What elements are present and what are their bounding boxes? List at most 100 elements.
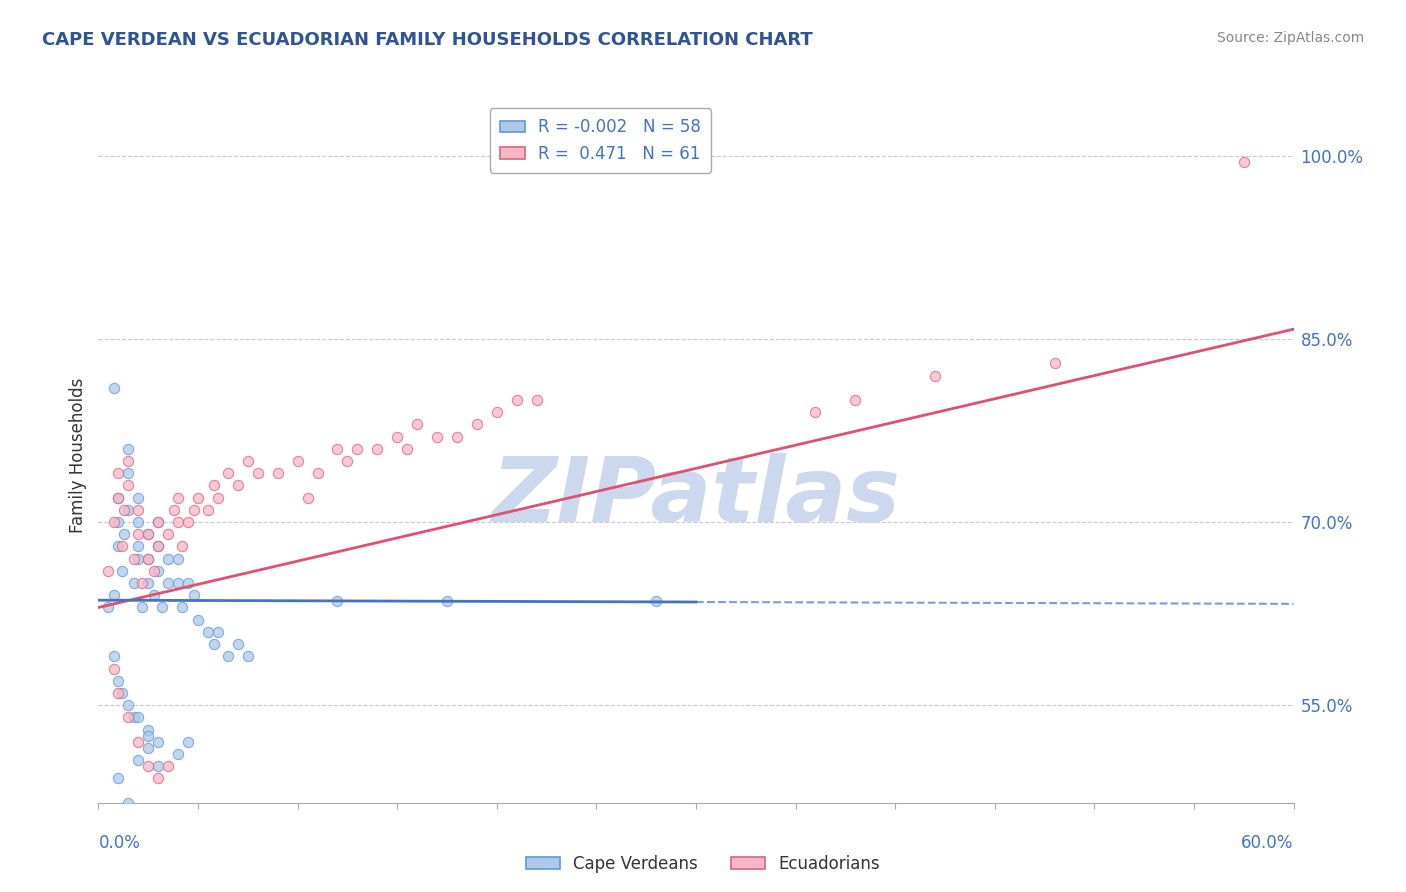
- Point: [406, 417, 429, 432]
- Point: [436, 594, 458, 608]
- Point: [924, 368, 946, 383]
- Point: [127, 753, 149, 767]
- Point: [127, 503, 149, 517]
- Point: [236, 454, 259, 468]
- Point: [226, 637, 249, 651]
- Point: [236, 649, 259, 664]
- Point: [117, 478, 139, 492]
- Point: [107, 540, 129, 554]
- Point: [446, 429, 468, 443]
- Point: [148, 759, 170, 773]
- Point: [202, 478, 225, 492]
- Point: [167, 515, 190, 529]
- Point: [187, 613, 209, 627]
- Point: [127, 551, 149, 566]
- Point: [485, 405, 508, 419]
- Point: [107, 467, 129, 481]
- Point: [366, 442, 388, 456]
- Point: [143, 564, 166, 578]
- Point: [385, 429, 409, 443]
- Point: [207, 624, 229, 639]
- Text: 0.0%: 0.0%: [98, 834, 141, 852]
- Point: [117, 454, 139, 468]
- Point: [336, 454, 359, 468]
- Point: [107, 772, 129, 786]
- Point: [107, 491, 129, 505]
- Point: [148, 735, 170, 749]
- Point: [148, 540, 170, 554]
- Point: [465, 417, 488, 432]
- Point: [117, 503, 139, 517]
- Point: [136, 723, 159, 737]
- Point: [136, 551, 159, 566]
- Point: [506, 392, 529, 407]
- Point: [167, 576, 190, 591]
- Point: [177, 515, 200, 529]
- Point: [117, 710, 139, 724]
- Point: [157, 527, 180, 541]
- Point: [326, 594, 349, 608]
- Point: [103, 588, 125, 602]
- Text: Source: ZipAtlas.com: Source: ZipAtlas.com: [1216, 31, 1364, 45]
- Point: [157, 551, 180, 566]
- Point: [131, 600, 153, 615]
- Point: [207, 491, 229, 505]
- Point: [111, 564, 134, 578]
- Point: [148, 564, 170, 578]
- Point: [103, 649, 125, 664]
- Point: [157, 759, 180, 773]
- Point: [804, 405, 827, 419]
- Point: [346, 442, 368, 456]
- Point: [197, 624, 219, 639]
- Point: [136, 759, 159, 773]
- Point: [127, 710, 149, 724]
- Point: [307, 467, 329, 481]
- Point: [143, 588, 166, 602]
- Point: [136, 729, 159, 743]
- Point: [148, 515, 170, 529]
- Point: [177, 735, 200, 749]
- Point: [157, 576, 180, 591]
- Point: [107, 515, 129, 529]
- Point: [217, 467, 239, 481]
- Point: [426, 429, 449, 443]
- Point: [163, 503, 186, 517]
- Point: [526, 392, 548, 407]
- Point: [127, 735, 149, 749]
- Point: [197, 503, 219, 517]
- Point: [167, 491, 190, 505]
- Point: [136, 740, 159, 755]
- Point: [167, 747, 190, 761]
- Point: [267, 467, 290, 481]
- Point: [107, 673, 129, 688]
- Point: [127, 527, 149, 541]
- Point: [111, 540, 134, 554]
- Point: [217, 649, 239, 664]
- Point: [326, 442, 349, 456]
- Point: [103, 515, 125, 529]
- Point: [172, 600, 194, 615]
- Point: [127, 515, 149, 529]
- Legend: R = -0.002   N = 58, R =  0.471   N = 61: R = -0.002 N = 58, R = 0.471 N = 61: [489, 109, 711, 173]
- Point: [136, 527, 159, 541]
- Point: [172, 540, 194, 554]
- Point: [117, 796, 139, 810]
- Point: [117, 442, 139, 456]
- Point: [167, 551, 190, 566]
- Point: [148, 540, 170, 554]
- Text: CAPE VERDEAN VS ECUADORIAN FAMILY HOUSEHOLDS CORRELATION CHART: CAPE VERDEAN VS ECUADORIAN FAMILY HOUSEH…: [42, 31, 813, 49]
- Point: [1043, 356, 1066, 370]
- Point: [202, 637, 225, 651]
- Y-axis label: Family Households: Family Households: [69, 377, 87, 533]
- Point: [103, 661, 125, 675]
- Point: [117, 467, 139, 481]
- Point: [136, 576, 159, 591]
- Point: [124, 710, 146, 724]
- Point: [124, 576, 146, 591]
- Point: [107, 686, 129, 700]
- Point: [150, 600, 173, 615]
- Point: [183, 588, 205, 602]
- Point: [136, 527, 159, 541]
- Point: [148, 515, 170, 529]
- Point: [1233, 155, 1256, 169]
